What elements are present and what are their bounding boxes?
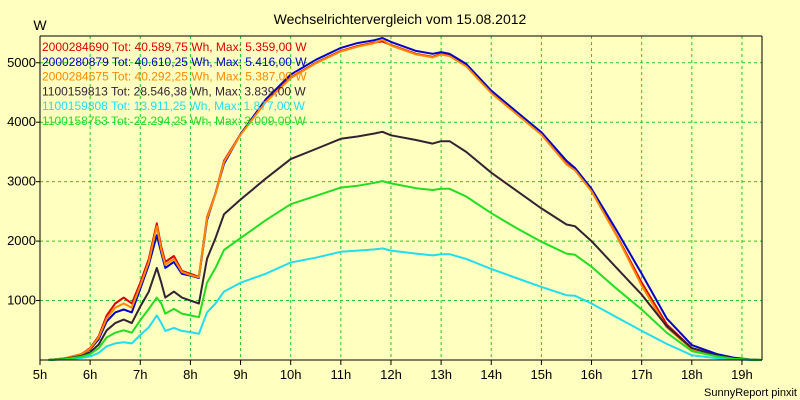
y-tick-label: 2000	[7, 233, 36, 248]
series-line-2	[48, 37, 763, 361]
x-tick-label: 17h	[631, 367, 653, 382]
series-line-5	[48, 247, 763, 361]
series-layer	[48, 37, 763, 361]
x-tick-label: 7h	[133, 367, 147, 382]
x-tick-label: 18h	[681, 367, 703, 382]
series-line-4	[48, 130, 763, 361]
x-tick-label: 6h	[83, 367, 97, 382]
legend-entry-6: 1100158753 Tot: 22.294,25 Wh, Max: 3.009…	[42, 114, 306, 128]
chart-title: Wechselrichtervergleich vom 15.08.2012	[274, 11, 527, 27]
legend-entry-2: 2000280879 Tot: 40.610,25 Wh, Max: 5.416…	[42, 55, 307, 69]
x-tick-label: 12h	[380, 367, 402, 382]
x-tick-label: 9h	[233, 367, 247, 382]
x-tick-label: 13h	[430, 367, 452, 382]
legend-entry-1: 2000284690 Tot: 40.589,75 Wh, Max: 5.359…	[42, 40, 307, 54]
y-axis-unit: W	[33, 17, 47, 33]
x-tick-label: 19h	[731, 367, 753, 382]
x-tick-label: 11h	[330, 367, 351, 382]
x-tick-label: 10h	[280, 367, 302, 382]
y-tick-label: 3000	[7, 174, 36, 189]
x-tick-label: 16h	[581, 367, 603, 382]
legend-entry-5: 1100159808 Tot: 13.911,25 Wh, Max: 1.877…	[42, 99, 306, 113]
x-tick-label: 15h	[531, 367, 553, 382]
y-axis: 1000 2000 3000 4000 5000	[7, 55, 40, 308]
y-tick-label: 5000	[7, 55, 36, 70]
legend-entry-4: 1100159813 Tot: 28.546,38 Wh, Max: 3.839…	[42, 84, 306, 98]
series-line-3	[48, 38, 763, 361]
y-tick-label: 1000	[7, 293, 36, 308]
x-axis: 5h 6h 7h 8h 9h 10h 11h 12h 13h 14h 15h 16h 17h 18h 19h	[33, 360, 753, 382]
series-line-6	[48, 180, 763, 361]
credit-text: SunnyReport pinxit	[704, 387, 797, 399]
x-tick-label: 8h	[183, 367, 197, 382]
grid	[40, 36, 762, 360]
legend: 2000284690 Tot: 40.589,75 Wh, Max: 5.359…	[42, 40, 307, 128]
x-tick-label: 5h	[33, 367, 47, 382]
y-tick-label: 4000	[7, 114, 36, 129]
legend-entry-3: 2000284675 Tot: 40.292,25 Wh, Max: 5.387…	[42, 70, 307, 84]
x-tick-label: 14h	[480, 367, 502, 382]
